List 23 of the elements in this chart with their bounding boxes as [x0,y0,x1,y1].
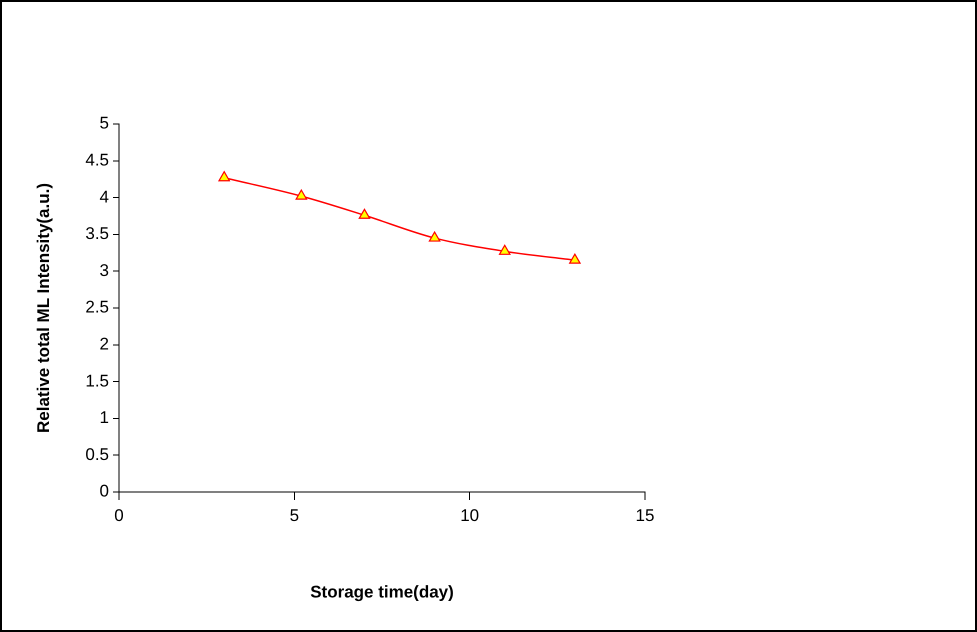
y-tick-label: 4.5 [85,150,109,170]
y-tick-label: 3.5 [85,224,109,244]
y-tick-label: 0.5 [85,444,109,464]
y-tick-label: 0 [100,482,109,501]
point [428,231,440,242]
y-tick-label: 5 [100,114,109,133]
point [296,190,308,200]
y-tick-label: 2 [100,334,109,354]
point [218,171,230,182]
y-axis-title: Relative total ML Intensity(a.u.) [34,182,53,434]
x-tick-label: 15 [636,506,654,525]
y-tick-label: 1 [100,408,109,428]
point [569,254,581,264]
point [498,244,511,255]
x-tick-label: 10 [460,506,480,525]
x-axis-title: Storage time(day) [310,582,454,602]
y-tick-label: 1.5 [85,371,109,390]
x-tick-label: 0 [114,506,124,525]
point [358,208,370,219]
x-tick-label: 5 [290,506,300,525]
y-tick-label: 2.5 [85,298,109,317]
y-tick-label: 3 [100,260,109,280]
y-tick-label: 4 [100,187,109,206]
